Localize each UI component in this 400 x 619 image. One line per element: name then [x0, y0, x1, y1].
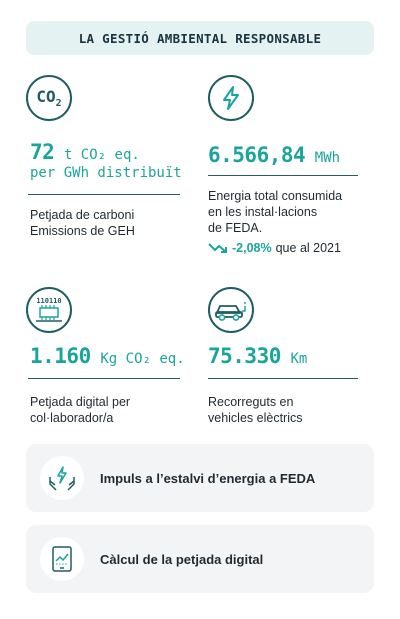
- ev-unit: Km: [290, 351, 308, 367]
- co2-icon-text: CO: [36, 86, 56, 106]
- ev-desc-line2: vehicles elèctrics: [208, 411, 303, 425]
- energy-divider: [208, 175, 358, 176]
- co2-desc-line1: Petjada de carboni: [30, 208, 135, 222]
- ev-desc-line1: Recorreguts en: [208, 395, 294, 409]
- co2-icon-sub: 2: [55, 98, 62, 110]
- ev-value: 75.330 Km: [208, 344, 307, 368]
- chip-icon-text: 110110: [36, 297, 61, 305]
- digital-description: Petjada digital per col·laborador/a: [30, 394, 130, 426]
- digital-unit: Kg CO₂ eq.: [100, 351, 185, 367]
- chip-icon: 110110: [26, 287, 72, 333]
- energy-delta-text: que al 2021: [275, 241, 341, 255]
- hands-lightning-icon: [40, 456, 84, 500]
- tablet-chart-icon: [40, 537, 84, 581]
- ev-divider: [208, 378, 358, 379]
- energy-unit: MWh: [314, 150, 341, 166]
- energy-number: 6.566,84: [208, 143, 306, 167]
- digital-value: 1.160 Kg CO₂ eq.: [30, 344, 185, 368]
- trend-down-icon: [208, 243, 227, 253]
- co2-description: Petjada de carboni Emissions de GEH: [30, 207, 135, 239]
- co2-desc-line2: Emissions de GEH: [30, 224, 135, 238]
- co2-unit-line2: per GWh distribuït: [30, 165, 182, 181]
- electric-car-icon: [208, 287, 254, 333]
- co2-unit: t CO₂ eq.: [63, 147, 140, 163]
- co2-number: 72: [30, 140, 55, 164]
- card-digital-footprint-label: Càlcul de la petjada digital: [100, 551, 264, 567]
- digital-desc-line2: col·laborador/a: [30, 411, 114, 425]
- energy-value: 6.566,84 MWh: [208, 143, 340, 167]
- energy-desc-line1: Energia total consumida: [208, 189, 343, 203]
- co2-value: 72 t CO₂ eq.: [30, 140, 140, 164]
- card-digital-footprint[interactable]: Càlcul de la petjada digital: [26, 525, 374, 593]
- ev-number: 75.330: [208, 344, 281, 368]
- digital-number: 1.160: [30, 344, 91, 368]
- lightning-icon: [208, 75, 254, 121]
- ev-description: Recorreguts en vehicles elèctrics: [208, 394, 302, 426]
- card-energy-savings[interactable]: Impuls a l’estalvi d’energia a FEDA: [26, 444, 374, 512]
- section-header: LA GESTIÓ AMBIENTAL RESPONSABLE: [26, 21, 374, 55]
- card-energy-savings-label: Impuls a l’estalvi d’energia a FEDA: [100, 470, 316, 486]
- energy-desc-line2: en les instal·lacions: [208, 205, 318, 219]
- digital-desc-line1: Petjada digital per: [30, 395, 131, 409]
- energy-delta-pct: -2,08%: [232, 241, 272, 255]
- energy-delta: -2,08% que al 2021: [208, 241, 341, 255]
- co2-divider: [28, 194, 180, 195]
- co2-icon: CO2: [26, 75, 72, 121]
- section-title: LA GESTIÓ AMBIENTAL RESPONSABLE: [78, 30, 322, 46]
- energy-description: Energia total consumida en les instal·la…: [208, 188, 342, 236]
- energy-desc-line3: de FEDA.: [208, 221, 263, 235]
- digital-divider: [28, 378, 180, 379]
